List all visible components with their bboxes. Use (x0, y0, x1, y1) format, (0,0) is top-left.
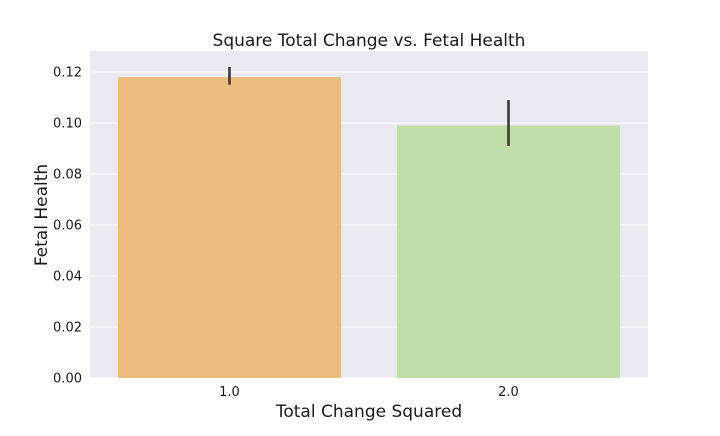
y-tick-label: 0.02 (53, 321, 82, 336)
x-tick-label: 1.0 (219, 385, 240, 400)
x-tick-label: 2.0 (498, 385, 519, 400)
bars (117, 77, 621, 378)
y-tick-label: 0.08 (53, 168, 82, 183)
bar-1 (117, 77, 342, 378)
y-tick-label: 0.04 (53, 270, 82, 285)
y-tick-label: 0.00 (53, 372, 82, 387)
y-tick-label: 0.06 (53, 219, 82, 234)
y-tick-label: 0.12 (53, 66, 82, 81)
x-axis-ticks: 1.0 2.0 (219, 385, 519, 400)
bar-2 (396, 125, 621, 378)
error-bars (228, 66, 510, 146)
chart-title: Square Total Change vs. Fetal Health (213, 31, 526, 51)
y-tick-label: 0.10 (53, 117, 82, 132)
y-axis-label: Fetal Health (32, 164, 52, 266)
y-axis-ticks: 0.00 0.02 0.04 0.06 0.08 0.10 0.12 (53, 66, 82, 387)
x-axis-label: Total Change Squared (275, 402, 462, 422)
